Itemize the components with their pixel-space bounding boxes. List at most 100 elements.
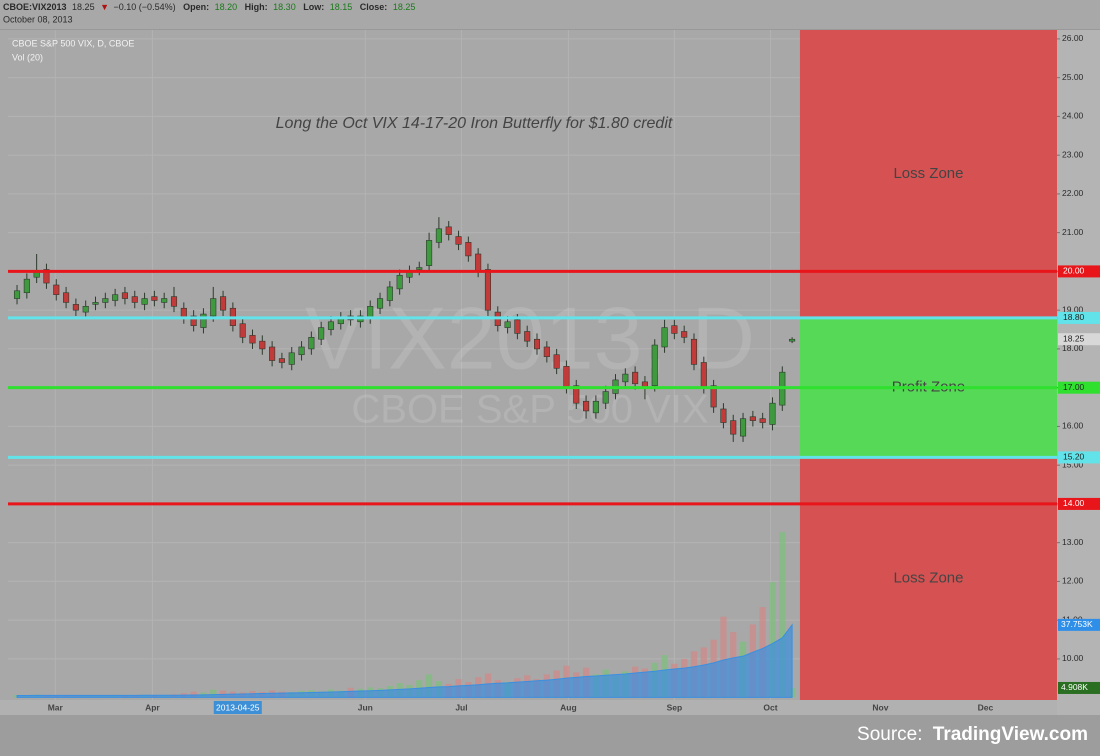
y-tick-label: 22.00 (1062, 188, 1084, 198)
candle-body (720, 408, 727, 423)
level-tag (1058, 451, 1100, 464)
candle-body (553, 354, 560, 369)
volume-bar (425, 674, 433, 698)
header-high: 18.30 (273, 2, 296, 12)
candle-body (327, 321, 335, 330)
header-open-label: Open: (183, 2, 209, 12)
candle-body (190, 315, 197, 326)
header-high-label: High: (245, 2, 268, 12)
y-tick-label: 15.00 (1062, 459, 1084, 469)
legend-entry: CBOE S&P 500 VIX, D, CBOE (12, 38, 134, 48)
axes-layer: 10.0011.0012.0013.0014.0015.0016.0017.00… (48, 33, 1100, 714)
volume-tag-label: 4.908K (1061, 682, 1088, 692)
candle-body (288, 352, 295, 365)
candle-body (210, 298, 217, 317)
x-tick-label: Mar (48, 702, 64, 712)
volume-tag (1058, 681, 1100, 694)
candle-body (671, 325, 678, 334)
candle-body (690, 338, 698, 365)
candle-body (445, 226, 452, 235)
level-tag (1058, 311, 1100, 324)
annotation: Long the Oct VIX 14-17-20 Iron Butterfly… (276, 115, 673, 132)
candle-body (730, 420, 737, 435)
candle-body (200, 313, 207, 328)
x-tick-label: Dec (978, 702, 994, 712)
volume-tag (1058, 618, 1100, 631)
candle-body (475, 253, 482, 272)
candle-body (92, 302, 99, 305)
candle-body (396, 274, 403, 290)
x-tick-label: Nov (872, 702, 888, 712)
candle-body (131, 296, 138, 303)
candle-body (72, 304, 79, 311)
source-note: Source: TradingView.com (857, 724, 1088, 745)
footer-background (0, 715, 1100, 756)
header-last: 18.25 (72, 2, 95, 12)
zone-label: Loss Zone (893, 570, 963, 587)
watermark-name: CBOE S&P 500 VIX (351, 388, 708, 432)
crosshair-label: 2013-04-25 (216, 702, 260, 712)
y-tick-label: 13.00 (1062, 537, 1084, 547)
candle-body (376, 298, 384, 309)
zone-label: Loss Zone (893, 165, 963, 182)
candle-body (298, 346, 305, 356)
candle-body (278, 358, 285, 363)
candle-body (112, 294, 119, 301)
candle-body (769, 402, 776, 425)
header-low: 18.15 (330, 2, 353, 12)
header-line: CBOE:VIX2013 18.25 ▼ −0.10 (−0.54%) Open… (3, 2, 415, 12)
candle-body (455, 236, 462, 245)
candle-body (622, 373, 629, 383)
zone (799, 457, 1057, 700)
volume-tag-label: 37.753K (1061, 619, 1093, 629)
level-tag (1058, 265, 1100, 278)
candle-body (592, 400, 599, 414)
candle-body (661, 327, 668, 348)
candle-body (63, 292, 70, 303)
header-date: October 08, 2013 (3, 14, 73, 24)
header-close: 18.25 (393, 2, 416, 12)
candle-body (170, 296, 178, 307)
candle-body (573, 385, 580, 404)
y-tick-label: 12.00 (1062, 576, 1084, 586)
y-tick-label: 19.00 (1062, 304, 1084, 314)
volume-layer (13, 532, 796, 698)
candle-body (13, 290, 21, 299)
candle-body (583, 400, 590, 412)
candle-body (700, 362, 707, 388)
candle-body (514, 319, 521, 334)
candle-body (121, 292, 128, 299)
candle-body (710, 385, 717, 408)
level-tag-label: 15.20 (1063, 452, 1085, 462)
legend-entry: Vol (20) (12, 52, 43, 62)
candle-body (749, 416, 756, 421)
candle-body (308, 336, 315, 350)
crosshair-tag (213, 701, 262, 714)
candle-body (465, 242, 472, 257)
level-tag (1058, 497, 1100, 510)
y-tick-label: 23.00 (1062, 149, 1084, 159)
x-tick-label: Sep (667, 702, 683, 712)
y-tick-label: 25.00 (1062, 72, 1084, 82)
time-axis-background (0, 700, 1057, 715)
header-low-label: Low: (303, 2, 324, 12)
volume-ma-area (16, 623, 793, 698)
x-tick-label: Apr (145, 702, 160, 712)
candle-body (602, 391, 609, 404)
volume-bar (769, 582, 776, 698)
candle-body (102, 298, 109, 303)
y-tick-label: 21.00 (1062, 227, 1084, 237)
candle-body (632, 371, 639, 385)
candle-body (651, 344, 658, 387)
candle-body (504, 321, 511, 328)
candle-body (259, 340, 266, 350)
header-change: −0.10 (−0.54%) (114, 2, 176, 12)
last-price-label: 18.25 (1063, 333, 1085, 343)
y-tick-label: 18.00 (1062, 343, 1084, 353)
x-tick-label: Oct (763, 702, 777, 712)
y-tick-label: 26.00 (1062, 33, 1084, 43)
candle-body (524, 331, 531, 342)
candle-body (543, 346, 550, 357)
source-site: TradingView.com (933, 724, 1088, 745)
